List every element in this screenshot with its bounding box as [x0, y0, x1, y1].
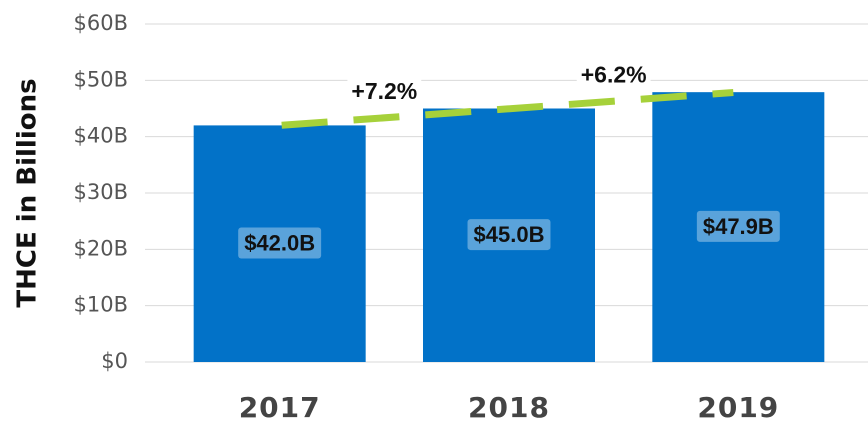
value-label: $47.9B: [696, 210, 780, 242]
x-tick-label: 2019: [697, 391, 779, 423]
annotation-box: [576, 59, 651, 90]
bar: [193, 125, 366, 363]
y-tick-label: $10B: [74, 293, 129, 317]
x-tick-label: 2017: [239, 391, 321, 423]
annotation-box: [347, 75, 422, 106]
value-label-text: $47.9B: [703, 214, 774, 239]
y-tick-label: $50B: [74, 67, 129, 91]
value-label-box: [696, 210, 780, 242]
y-tick-label: $20B: [74, 236, 129, 260]
value-label: $45.0B: [467, 219, 551, 251]
y-tick-label: $0: [101, 349, 128, 373]
annotation-text: +6.2%: [581, 61, 647, 87]
value-label: $42.0B: [238, 227, 322, 259]
value-label-box: [467, 219, 551, 251]
bar: [423, 108, 595, 362]
y-tick-label: $40B: [74, 124, 129, 148]
y-tick-label: $30B: [74, 180, 129, 204]
annotation: +7.2%: [347, 75, 422, 106]
y-axis-label: THCE in Billions: [13, 78, 43, 307]
value-label-text: $45.0B: [474, 222, 545, 247]
value-label-box: [238, 227, 322, 259]
annotation: +6.2%: [576, 59, 651, 90]
value-label-text: $42.0B: [244, 231, 315, 256]
y-tick-label: $60B: [74, 11, 129, 35]
x-tick-label: 2018: [468, 391, 550, 423]
annotation-text: +7.2%: [351, 78, 417, 104]
bar: [652, 92, 825, 362]
trend-line: [281, 89, 734, 129]
